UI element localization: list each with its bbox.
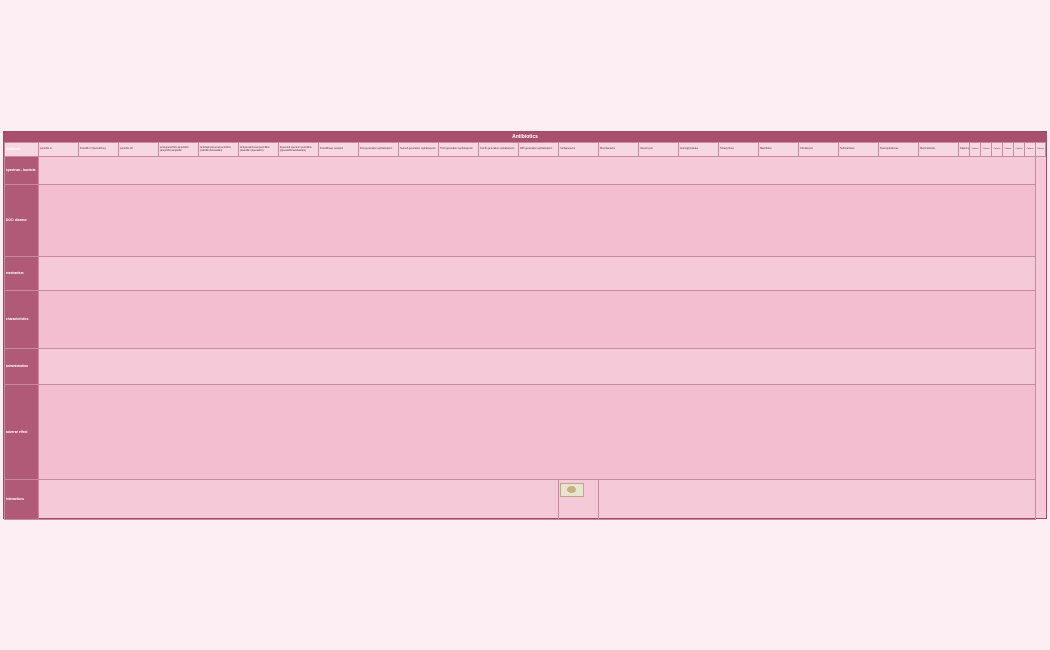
- header-cell[interactable]: Vancomycin: [638, 142, 679, 157]
- header-cell[interactable]: Fourth generation cephalosporin: [478, 142, 519, 157]
- mini-column-header[interactable]: Column: [1035, 142, 1046, 157]
- row-label-characteristics: characteristics: [4, 290, 39, 349]
- molecule-thumbnail-image: [560, 483, 584, 497]
- mini-column-header[interactable]: Column: [980, 142, 992, 157]
- header-cell[interactable]: penicillin VK: [118, 142, 159, 157]
- row-interactions: interactions: [4, 479, 1046, 520]
- mechanism-cells[interactable]: [38, 256, 1036, 291]
- row-label-administration: administration: [4, 348, 39, 385]
- row-label-spectrum: spectrum - bacteria: [4, 156, 39, 185]
- header-cell[interactable]: Clindamycin: [798, 142, 839, 157]
- antibiotics-grid: Antibiotic penicillin G Penicillin V (be…: [4, 142, 1046, 520]
- header-cell[interactable]: Sulfonamides: [838, 142, 879, 157]
- row-adverse-effect: adverse effect: [4, 384, 1046, 480]
- header-cell[interactable]: Macrolides: [758, 142, 799, 157]
- header-cell[interactable]: Third generation cephalosporin: [438, 142, 479, 157]
- header-cell[interactable]: First generation cephalosporin: [358, 142, 399, 157]
- header-cell[interactable]: Antistaphylococcal penicillins (nafcilli…: [198, 142, 239, 157]
- row-label-antibiotic: Antibiotic: [4, 142, 39, 157]
- header-cell[interactable]: aminopenicillins amoxicillin (ampicillin…: [158, 142, 199, 157]
- mini-column-header[interactable]: Column: [1013, 142, 1025, 157]
- sheet-title: Antibiotics: [4, 132, 1046, 142]
- row-characteristics: characteristics: [4, 290, 1046, 349]
- adverse-effect-cells[interactable]: [38, 384, 1036, 480]
- header-cell[interactable]: penicillin G: [38, 142, 79, 157]
- header-cell[interactable]: Carbapenems: [558, 142, 599, 157]
- interactions-cells[interactable]: [38, 479, 559, 520]
- header-cell[interactable]: Fifth generation cephalosporin: [518, 142, 559, 157]
- header-cell[interactable]: Tetracyclines: [718, 142, 759, 157]
- mini-column-header[interactable]: Column: [969, 142, 981, 157]
- characteristics-cells[interactable]: [38, 290, 1036, 349]
- header-cell[interactable]: Second generation cephalosporin: [398, 142, 439, 157]
- interactions-cells-right[interactable]: [598, 479, 1036, 520]
- header-cell[interactable]: Aminoglycosides: [678, 142, 719, 157]
- row-label-doc: DOC: disease: [4, 184, 39, 257]
- mini-column-header[interactable]: Column: [1024, 142, 1036, 157]
- row-label-interactions: interactions: [4, 479, 39, 520]
- header-cell[interactable]: Monobactams: [598, 142, 639, 157]
- row-spectrum: spectrum - bacteria: [4, 156, 1046, 185]
- row-mechanism: mechanism: [4, 256, 1046, 291]
- interactions-thumbnail-cell: [558, 479, 599, 520]
- header-cell[interactable]: Metronidazole: [918, 142, 959, 157]
- antibiotics-table-sheet: Antibiotics Antibiotic penicillin G Peni…: [3, 131, 1047, 520]
- header-cell[interactable]: Daptomycin: [958, 142, 970, 157]
- mini-column-header[interactable]: Column: [991, 142, 1003, 157]
- header-cell[interactable]: Fluoroquinolones: [878, 142, 919, 157]
- header-cell[interactable]: Antipseudomonal penicillins (ticarcillin…: [238, 142, 279, 157]
- header-cell[interactable]: Extended spectrum penicillins (piperacil…: [278, 142, 319, 157]
- row-administration: administration: [4, 348, 1046, 385]
- header-cell[interactable]: Penicillinase resistant: [318, 142, 359, 157]
- row-label-mechanism: mechanism: [4, 256, 39, 291]
- header-cell[interactable]: Penicillin V (benzathine): [78, 142, 119, 157]
- header-row: Antibiotic penicillin G Penicillin V (be…: [4, 142, 1046, 157]
- doc-cells[interactable]: [38, 184, 1036, 257]
- administration-cells[interactable]: [38, 348, 1036, 385]
- row-label-adverse-effect: adverse effect: [4, 384, 39, 480]
- mini-column-header[interactable]: Column: [1002, 142, 1014, 157]
- row-doc-disease: DOC: disease: [4, 184, 1046, 257]
- spectrum-cells[interactable]: [38, 156, 1036, 185]
